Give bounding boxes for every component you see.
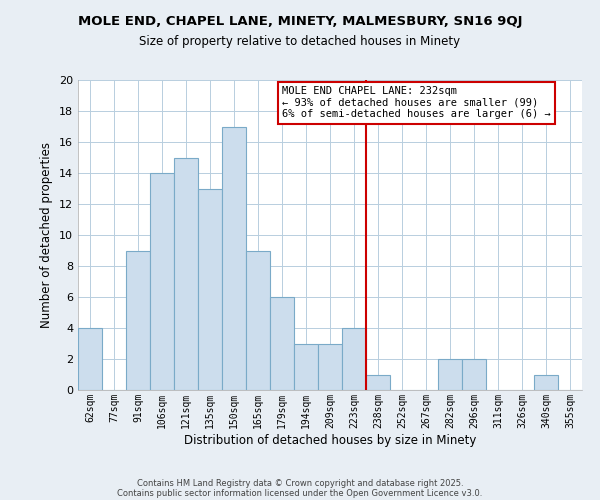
Bar (198, 188, 222, 390)
Bar (246, 250, 270, 390)
X-axis label: Distribution of detached houses by size in Minety: Distribution of detached houses by size … (184, 434, 476, 446)
Y-axis label: Number of detached properties: Number of detached properties (40, 142, 53, 328)
Text: Contains public sector information licensed under the Open Government Licence v3: Contains public sector information licen… (118, 488, 482, 498)
Bar (222, 126, 246, 390)
Bar (342, 328, 366, 390)
Bar (78, 328, 102, 390)
Text: Size of property relative to detached houses in Minety: Size of property relative to detached ho… (139, 35, 461, 48)
Bar (366, 374, 390, 390)
Bar (270, 297, 294, 390)
Bar (438, 359, 462, 390)
Text: MOLE END CHAPEL LANE: 232sqm
← 93% of detached houses are smaller (99)
6% of sem: MOLE END CHAPEL LANE: 232sqm ← 93% of de… (282, 86, 551, 120)
Bar (294, 344, 318, 390)
Bar (534, 374, 558, 390)
Bar (174, 158, 198, 390)
Bar (462, 359, 486, 390)
Text: Contains HM Land Registry data © Crown copyright and database right 2025.: Contains HM Land Registry data © Crown c… (137, 478, 463, 488)
Bar (150, 173, 174, 390)
Bar (126, 250, 150, 390)
Text: MOLE END, CHAPEL LANE, MINETY, MALMESBURY, SN16 9QJ: MOLE END, CHAPEL LANE, MINETY, MALMESBUR… (78, 15, 522, 28)
Bar (318, 344, 342, 390)
